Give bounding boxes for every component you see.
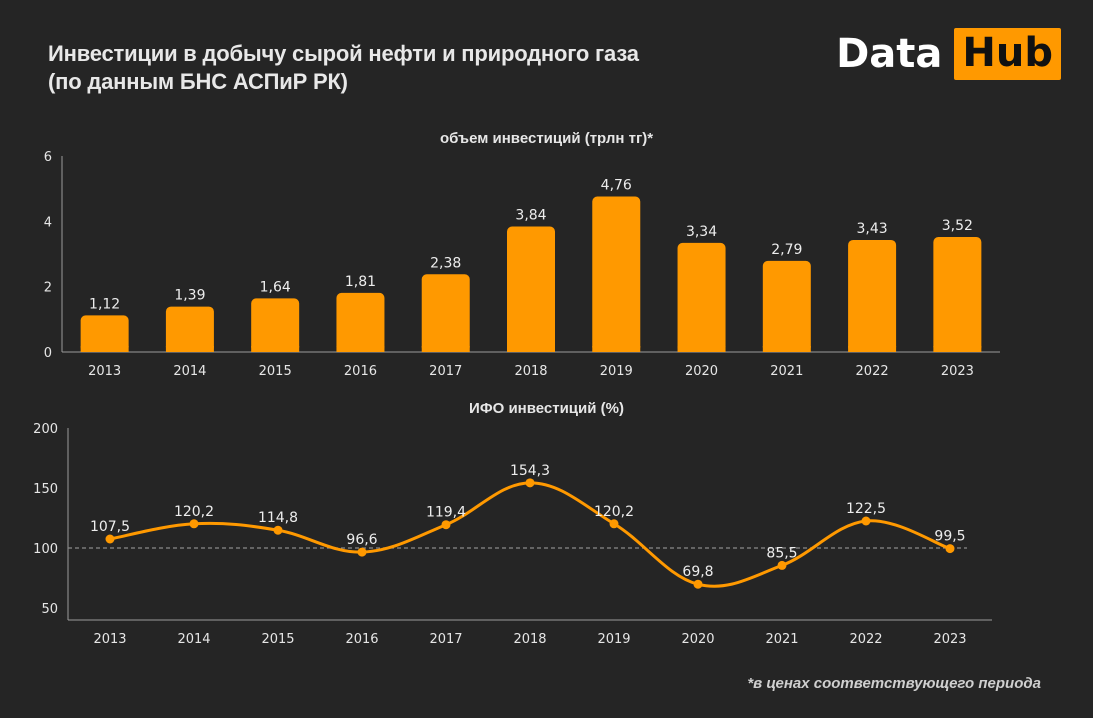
line-x-tick-label: 2017 <box>429 632 462 647</box>
line-x-tick-label: 2022 <box>849 632 882 647</box>
bar-base <box>677 346 726 352</box>
line-y-tick-label: 50 <box>41 602 58 617</box>
line-x-tick-label: 2020 <box>681 632 714 647</box>
title-line-2: (по данным БНС АСПиР РК) <box>48 69 348 94</box>
bar-x-tick-label: 2014 <box>173 364 206 379</box>
bar <box>848 239 897 352</box>
page-title: Инвестиции в добычу сырой нефти и природ… <box>48 40 639 96</box>
data-point <box>189 519 199 529</box>
line-data-label: 119,4 <box>426 505 466 521</box>
bar-base <box>848 346 897 352</box>
data-point <box>609 519 619 529</box>
bar <box>336 292 385 352</box>
bar-data-label: 3,84 <box>515 208 546 224</box>
line-data-label: 114,8 <box>258 510 298 526</box>
line-x-tick-label: 2021 <box>765 632 798 647</box>
line-chart-title: ИФО инвестиций (%) <box>469 400 624 417</box>
data-point <box>357 547 367 557</box>
bar-data-label: 2,79 <box>771 242 802 258</box>
bar-data-label: 3,34 <box>686 224 717 240</box>
bar-y-tick-label: 0 <box>44 346 52 361</box>
bar-y-tick-label: 6 <box>44 150 52 165</box>
bar-x-tick-label: 2021 <box>770 364 803 379</box>
bar-x-tick-label: 2015 <box>259 364 292 379</box>
bar-base <box>592 346 641 352</box>
line-data-label: 154,3 <box>510 463 550 479</box>
bar-x-tick-label: 2013 <box>88 364 121 379</box>
bar-base <box>80 346 129 352</box>
bar <box>592 196 641 352</box>
bar <box>507 226 555 352</box>
data-point <box>525 478 535 488</box>
bar-data-label: 1,12 <box>89 296 120 312</box>
line-data-label: 120,2 <box>174 504 214 520</box>
bar-x-tick-label: 2016 <box>344 364 377 379</box>
line-y-tick-label: 150 <box>33 482 58 497</box>
bar-data-label: 2,38 <box>430 255 461 271</box>
title-line-1: Инвестиции в добычу сырой нефти и природ… <box>48 41 639 66</box>
bar <box>762 260 811 352</box>
bar <box>421 274 470 352</box>
logo-text-data: Data <box>836 31 943 77</box>
bar-data-label: 4,76 <box>601 178 632 194</box>
bar-chart-title: объем инвестиций (трлн тг)* <box>439 130 654 147</box>
line-data-label: 122,5 <box>846 501 886 517</box>
bar-base <box>165 346 214 352</box>
bar-data-label: 3,43 <box>857 221 888 237</box>
line-x-tick-label: 2018 <box>513 632 546 647</box>
line-x-tick-label: 2023 <box>933 632 966 647</box>
line-x-tick-label: 2016 <box>345 632 378 647</box>
bar <box>80 315 129 352</box>
line-data-label: 69,8 <box>682 564 713 580</box>
bar-x-tick-label: 2018 <box>514 364 547 379</box>
line-x-tick-label: 2015 <box>261 632 294 647</box>
line-data-label: 107,5 <box>90 519 130 535</box>
line-x-tick-label: 2019 <box>597 632 630 647</box>
bar-y-tick-label: 4 <box>44 215 52 230</box>
bar-data-label: 1,81 <box>345 274 376 290</box>
bar-base <box>421 346 470 352</box>
bar <box>165 306 214 352</box>
data-point <box>273 525 283 535</box>
bar-x-tick-label: 2022 <box>856 364 889 379</box>
line-x-tick-label: 2014 <box>177 632 210 647</box>
bar-base <box>251 346 300 352</box>
bar-base <box>762 346 811 352</box>
bar-x-tick-label: 2023 <box>941 364 974 379</box>
bar <box>933 237 982 352</box>
bar-x-tick-label: 2020 <box>685 364 718 379</box>
bar-x-tick-label: 2017 <box>429 364 462 379</box>
data-point <box>441 520 451 530</box>
bar-data-label: 1,39 <box>174 288 205 304</box>
bar-data-label: 1,64 <box>260 279 291 295</box>
line-x-tick-label: 2013 <box>93 632 126 647</box>
bar-y-tick-label: 2 <box>44 281 52 296</box>
bar-base <box>336 346 385 352</box>
line-y-tick-label: 100 <box>33 542 58 557</box>
bar-data-label: 3,52 <box>942 218 973 234</box>
datahub-logo: Data Hub <box>836 28 1061 80</box>
bar <box>251 298 300 352</box>
data-point <box>945 544 955 554</box>
line-data-label: 99,5 <box>934 529 965 545</box>
line-data-label: 96,6 <box>346 532 377 548</box>
logo-text-hub: Hub <box>954 28 1061 80</box>
footnote: *в ценах соответствующего периода <box>747 675 1041 692</box>
bar-base <box>933 346 982 352</box>
data-point <box>105 534 115 544</box>
data-point <box>777 560 787 570</box>
bar <box>677 242 726 352</box>
bar-x-tick-label: 2019 <box>600 364 633 379</box>
line-data-label: 120,2 <box>594 504 634 520</box>
bar-base <box>507 346 555 352</box>
line-data-label: 85,5 <box>766 545 797 561</box>
line-y-tick-label: 200 <box>33 422 58 437</box>
series-line <box>109 481 951 588</box>
data-point <box>861 516 871 526</box>
data-point <box>693 579 703 589</box>
